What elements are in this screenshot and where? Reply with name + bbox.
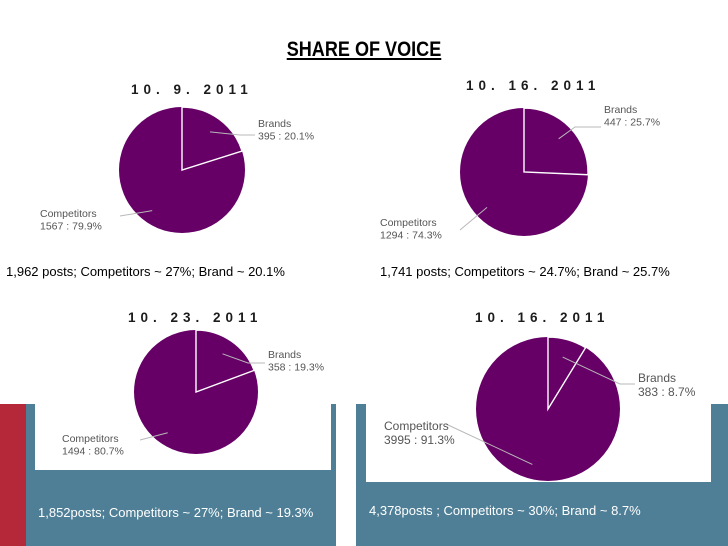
pie-4-competitors-leader — [445, 423, 533, 465]
chart-caption-4: 4,378posts ; Competitors ~ 30%; Brand ~ … — [369, 503, 641, 518]
slide-title: SHARE OF VOICE — [286, 38, 442, 61]
pie-1-brands-leader — [209, 131, 255, 136]
pie-1-competitors-value: 1567 : 79.9% — [40, 221, 102, 233]
chart-caption-2: 1,741 posts; Competitors ~ 24.7%; Brand … — [380, 264, 670, 279]
pie-2-competitors-value: 1294 : 74.3% — [380, 230, 442, 242]
chart-caption-3: 1,852posts; Competitors ~ 27%; Brand ~ 1… — [38, 505, 314, 520]
pie-1-brands-value: 395 : 20.1% — [258, 131, 314, 143]
chart-date-2: 10. 16. 2011 — [466, 78, 601, 93]
pie-4-brands-value: 383 : 8.7% — [638, 385, 696, 399]
pie-2-brands-label: Brands — [604, 104, 637, 116]
chart-date-3: 10. 23. 2011 — [128, 310, 263, 325]
pie-4-brands-leader — [562, 356, 635, 385]
pie-2-brands-leader — [558, 126, 601, 140]
pie-1-brands-label: Brands — [258, 118, 291, 130]
pie-4-competitors-label: Competitors — [384, 419, 449, 433]
chart-caption-1: 1,962 posts; Competitors ~ 27%; Brand ~ … — [6, 264, 285, 279]
pie-2-brands-slice — [523, 107, 589, 176]
pie-1-brands-slice — [181, 106, 243, 171]
pie-3-brands-label: Brands — [268, 349, 301, 361]
red-accent-bar — [0, 404, 26, 546]
pie-4-competitors-value: 3995 : 91.3% — [384, 433, 455, 447]
pie-3-competitors-label: Competitors — [62, 433, 119, 445]
chart-date-1: 10. 9. 2011 — [131, 82, 253, 97]
pie-1-competitors-label: Competitors — [40, 208, 97, 220]
pie-3-competitors-value: 1494 : 80.7% — [62, 446, 124, 458]
chart-date-4: 10. 16. 2011 — [475, 310, 610, 325]
pie-3-brands-leader — [222, 353, 265, 364]
pie-1-competitors-leader — [119, 210, 153, 217]
pie-3-brands-value: 358 : 19.3% — [268, 362, 324, 374]
pie-3-brands-slice — [195, 329, 256, 394]
pie-2-competitors-label: Competitors — [380, 217, 437, 229]
pie-2-brands-value: 447 : 25.7% — [604, 117, 660, 129]
pie-2-competitors-leader — [459, 207, 488, 231]
pie-4-brands-slice — [547, 336, 587, 412]
pie-4-brands-label: Brands — [638, 371, 676, 385]
pie-3-competitors-leader — [139, 432, 168, 441]
